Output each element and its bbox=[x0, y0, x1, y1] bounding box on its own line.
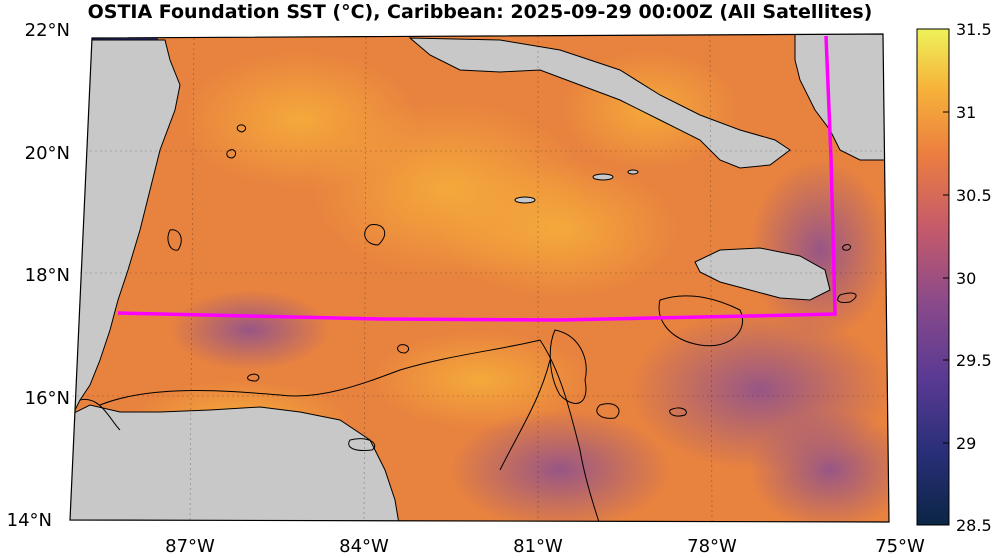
lat-label-20: 20°N bbox=[25, 143, 70, 164]
land-cuba bbox=[408, 37, 791, 169]
lon-label-81: 81°W bbox=[513, 536, 563, 557]
colorbar-tick-29.5: 29.5 bbox=[956, 351, 992, 370]
map-frame bbox=[69, 33, 890, 523]
colorbar-tick-31.5: 31.5 bbox=[956, 20, 992, 39]
colorbar-tick-30: 30 bbox=[956, 269, 976, 288]
land-hispaniola bbox=[794, 34, 889, 161]
colorbar-tick-30.5: 30.5 bbox=[956, 186, 992, 205]
lat-label-22: 22°N bbox=[25, 20, 70, 41]
colorbar-tick-29: 29 bbox=[956, 434, 976, 453]
lon-label-75: 75°W bbox=[875, 536, 925, 557]
colorbar-gradient bbox=[916, 28, 950, 526]
lon-label-78: 78°W bbox=[687, 536, 737, 557]
latitude-labels: 22°N 20°N 18°N 16°N 14°N bbox=[7, 20, 70, 531]
colorbar-tick-31: 31 bbox=[956, 103, 976, 122]
colorbar: 31.5 31 30.5 30 29.5 29 28.5 bbox=[916, 20, 992, 535]
longitude-labels: 87°W 84°W 81°W 78°W 75°W bbox=[165, 536, 925, 557]
land-jamaica bbox=[694, 247, 831, 301]
map-title: OSTIA Foundation SST (°C), Caribbean: 20… bbox=[87, 1, 873, 23]
lat-label-14: 14°N bbox=[7, 510, 52, 531]
lon-label-84: 84°W bbox=[339, 536, 389, 557]
land-yucatan bbox=[70, 39, 181, 411]
map-graticule bbox=[72, 34, 888, 522]
sea-surface-temperature-field bbox=[70, 34, 889, 522]
land-honduras-nicaragua bbox=[70, 404, 401, 522]
lat-label-16: 16°N bbox=[25, 388, 70, 409]
colorbar-tick-28.5: 28.5 bbox=[956, 516, 992, 535]
lat-label-18: 18°N bbox=[25, 265, 70, 286]
lon-label-87: 87°W bbox=[165, 536, 215, 557]
region-boundary-box bbox=[117, 35, 837, 322]
